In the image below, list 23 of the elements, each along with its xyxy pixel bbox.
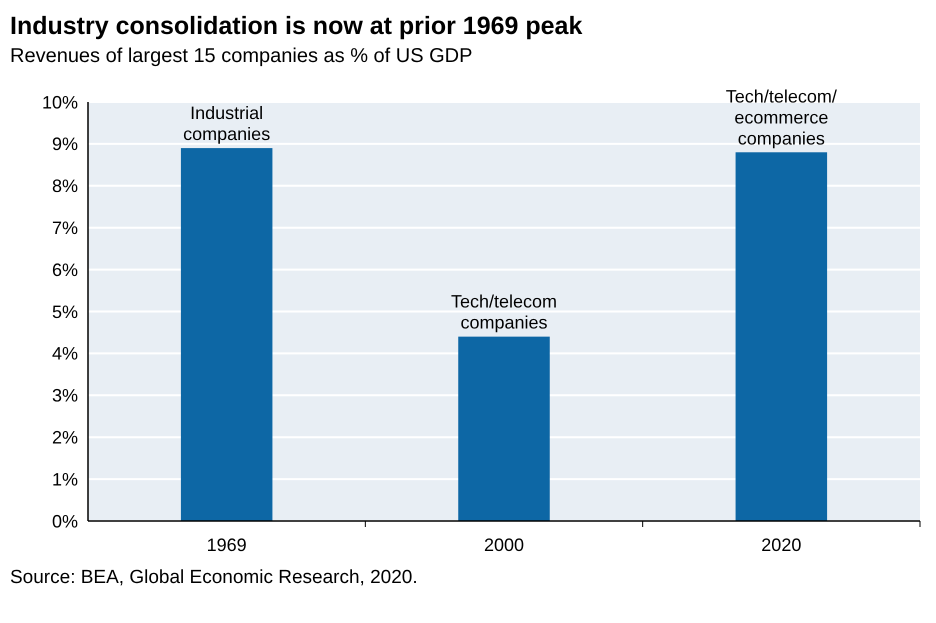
y-tick-label: 4%	[52, 344, 78, 364]
y-tick-label: 1%	[52, 469, 78, 490]
source-note: Source: BEA, Global Economic Research, 2020.	[10, 567, 418, 588]
y-tick-label: 9%	[52, 134, 78, 154]
y-tick-label: 10%	[42, 92, 78, 112]
chart-title: Industry consolidation is now at prior 1969 peak	[10, 12, 582, 40]
y-tick-label: 3%	[52, 386, 78, 406]
bar	[736, 152, 828, 521]
x-tick-label: 2000	[484, 535, 524, 555]
x-tick-label: 2020	[761, 535, 802, 555]
y-tick-label: 7%	[52, 218, 78, 238]
annotation: Tech/telecom/ ecommerce companies	[726, 86, 837, 148]
x-tick-label: 1969	[206, 535, 247, 555]
y-tick-label: 0%	[52, 511, 78, 532]
y-tick-label: 5%	[52, 302, 78, 322]
y-tick-label: 6%	[52, 260, 78, 280]
annotation: Industrial companies	[183, 103, 270, 144]
y-tick-label: 8%	[52, 176, 78, 196]
bar	[180, 148, 272, 521]
bar	[458, 336, 550, 521]
annotation: Tech/telecom companies	[450, 292, 558, 333]
chart-subtitle: Revenues of largest 15 companies as % of US GDP	[10, 45, 472, 67]
y-tick-label: 2%	[52, 428, 78, 448]
